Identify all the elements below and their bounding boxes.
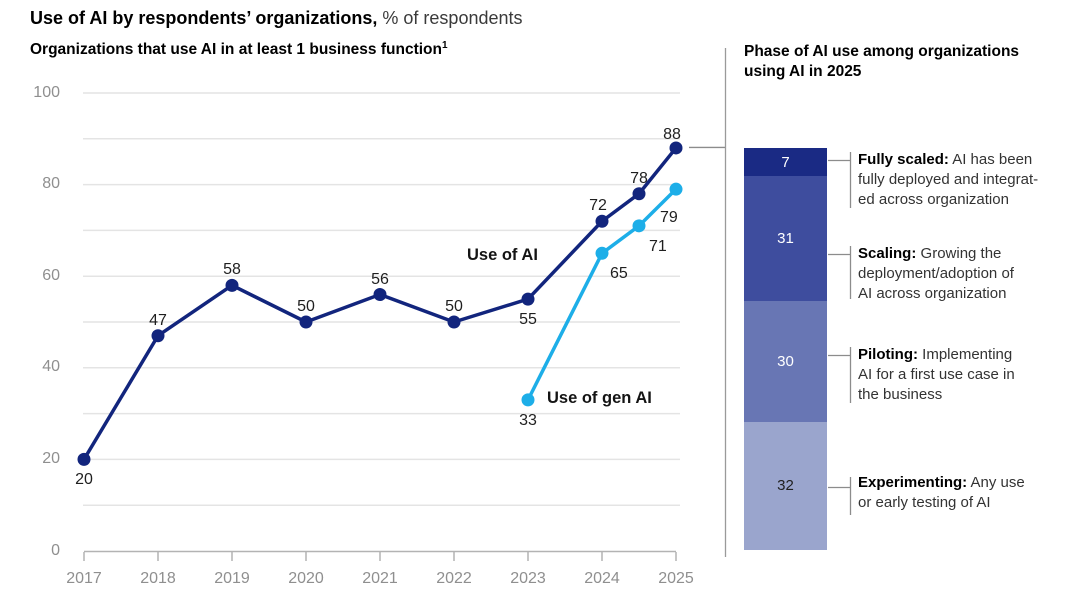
data-point-label: 78	[630, 169, 648, 187]
phase-description-line: Fully scaled: AI has been	[858, 151, 1033, 168]
phase-description-line: AI across organization	[858, 285, 1007, 302]
data-point	[77, 452, 91, 466]
data-point-label: 55	[519, 311, 537, 329]
data-point	[521, 292, 535, 306]
x-axis-label: 2019	[214, 570, 250, 587]
phase-name: Scaling:	[858, 245, 917, 262]
data-point	[299, 315, 313, 329]
phase-description-scaling: Scaling: Growing the deployment/adoption …	[858, 244, 1080, 304]
bar-segment-experimenting: 32	[744, 421, 827, 551]
right-panel-title-line2: using AI in 2025	[744, 63, 862, 80]
data-point	[151, 329, 165, 343]
x-axis-label: 2021	[362, 570, 398, 587]
series-line	[526, 187, 678, 402]
right-panel-title-line1: Phase of AI use among organizations	[744, 43, 1020, 60]
data-point	[595, 246, 609, 260]
phase-name: Piloting:	[858, 346, 918, 363]
data-point	[521, 393, 535, 407]
data-point-label: 88	[663, 125, 681, 143]
bar-segment-piloting: 30	[744, 300, 827, 422]
data-point-label: 65	[610, 265, 628, 283]
x-axis-label: 2025	[658, 570, 694, 587]
phase-description-experimenting: Experimenting: Any use or early testing o…	[858, 473, 1080, 513]
phase-description-line: AI for a first use case in	[858, 366, 1015, 383]
phase-description-line: fully deployed and integrat-	[858, 171, 1039, 188]
x-axis-label: 2017	[66, 570, 102, 587]
phase-name: Experimenting:	[858, 474, 968, 491]
series-label: Use of AI	[467, 246, 538, 264]
phase-description-line: Piloting: Implementing	[858, 346, 1013, 363]
y-axis-label: 20	[42, 449, 60, 467]
data-point	[632, 219, 646, 233]
x-axis-label: 2018	[140, 570, 176, 587]
y-axis-label: 0	[51, 541, 60, 559]
data-point-label: 50	[297, 298, 315, 315]
data-point-label: 79	[660, 209, 678, 227]
bar-segment-fully-scaled: 7	[744, 148, 827, 177]
phase-description-line: deployment/adoption of	[858, 265, 1014, 282]
x-axis-label: 2020	[288, 570, 324, 587]
phase-name: Fully scaled:	[858, 151, 949, 168]
phase-description-line: or early testing of AI	[858, 494, 991, 511]
phase-description-fully-scaled: Fully scaled: AI has been fully deployed …	[858, 150, 1080, 210]
chart-subtitle: Organizations that use AI in at least 1 …	[30, 40, 448, 59]
bar-segment-scaling: 31	[744, 176, 827, 301]
data-point-label: 33	[519, 411, 537, 429]
data-point-label: 58	[223, 261, 241, 279]
phase-description-line: Experimenting: Any use	[858, 474, 1025, 491]
data-point	[669, 182, 683, 196]
data-point	[669, 141, 683, 155]
page-title: Use of AI by respondents’ organizations,…	[30, 8, 523, 29]
x-axis-label: 2022	[436, 570, 472, 587]
series-line	[82, 146, 678, 462]
data-point-label: 72	[589, 197, 607, 215]
data-point-label: 56	[371, 270, 389, 288]
phase-description-line: Scaling: Growing the	[858, 245, 1002, 262]
y-axis-label: 100	[33, 83, 60, 101]
y-axis-label: 60	[42, 266, 60, 284]
data-point	[632, 187, 646, 201]
phase-description-piloting: Piloting: Implementing AI for a first use…	[858, 345, 1080, 405]
data-point	[595, 214, 609, 228]
footnote-marker: 1	[441, 40, 448, 51]
y-axis-label: 80	[42, 175, 60, 193]
page-title-bold: Use of AI by respondents’ organizations,	[30, 8, 378, 28]
x-axis-label: 2023	[510, 570, 546, 587]
page-title-unit: % of respondents	[382, 8, 523, 28]
right-panel-title: Phase of AI use among organizations usin…	[744, 42, 1019, 82]
data-point-label: 20	[75, 471, 93, 489]
data-point-label: 50	[445, 298, 463, 315]
data-point-label: 71	[649, 237, 667, 255]
phase-description-line: the business	[858, 386, 943, 403]
data-point	[225, 278, 239, 292]
y-axis-label: 40	[42, 358, 60, 376]
phase-description-line: ed across organization	[858, 191, 1009, 208]
data-point	[447, 315, 461, 329]
data-point	[373, 288, 387, 302]
x-axis-label: 2024	[584, 570, 620, 587]
data-point-label: 47	[149, 311, 167, 329]
series-label: Use of gen AI	[547, 389, 652, 407]
